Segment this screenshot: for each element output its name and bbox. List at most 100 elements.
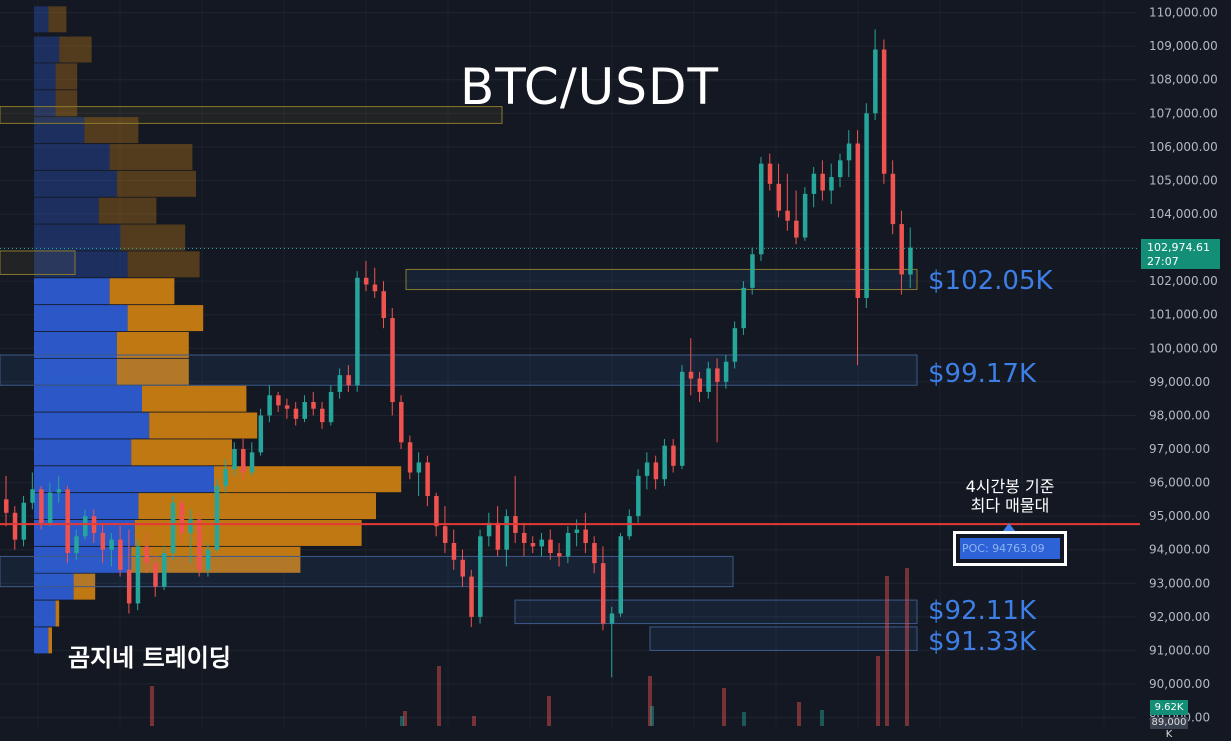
volume-profile-buy [34,331,117,358]
candle-body [837,160,843,178]
volume-profile-buy [34,197,99,224]
candle-body [126,569,132,604]
candle-body [170,502,176,554]
candle-body [241,449,246,473]
candle-body [12,512,18,540]
y-tick-label: 102,000.00 [1149,274,1218,288]
volume-profile-sell [55,600,60,627]
candle-body [592,543,597,564]
candle-body [530,543,536,547]
volume-profile-sell [138,493,376,520]
y-tick-label: 110,000.00 [1149,6,1218,20]
volume-bar [472,716,476,726]
candle-body [320,408,325,423]
candle-body [829,177,834,191]
candle-body [881,49,887,174]
candle-body [442,526,448,544]
y-tick-label: 104,000.00 [1149,207,1218,221]
poc-annotation: 4시간봉 기준 최다 매물대 [940,477,1080,515]
candle-body [390,318,395,403]
price-zone-box [649,626,918,651]
candle-body [74,536,79,554]
candle-body [188,519,193,533]
candle-body [706,368,711,392]
candle-body [758,163,764,255]
candle-body [451,543,457,560]
level-label-102k: $102.05K [928,266,1053,296]
candle-body [548,539,553,554]
candle-body [539,539,545,547]
candle-body [100,532,106,550]
candle-body [671,445,676,466]
candle-body [425,462,430,497]
candle-body [609,613,615,624]
candle-body [776,183,782,211]
volume-bar [742,712,746,726]
candle-body [381,291,386,319]
chart-title: BTC/USDT [460,58,720,116]
volume-bar [150,686,154,726]
volume-axis-tag: 89,000 K [1150,717,1188,740]
candle-body [750,254,755,288]
y-tick-label: 101,000.00 [1149,308,1218,322]
candle-body [627,516,632,537]
candle-body [39,489,44,523]
candle-body [864,113,869,298]
y-tick-label: 105,000.00 [1149,173,1218,187]
volume-profile-buy [34,600,56,627]
candle-body [460,559,465,577]
volume-profile-sell [48,627,52,654]
volume-profile-sell [48,6,67,33]
volume-profile-sell [142,385,247,412]
poc-label-box: POC: 94763.09 [953,531,1067,566]
candle-body [363,277,369,285]
candle-body [653,462,659,480]
candle-body [284,405,290,409]
candle-body [846,143,852,161]
poc-annotation-line1: 4시간봉 기준 [965,477,1055,496]
volume-profile-buy [34,412,150,439]
candle-body [688,371,694,379]
candle-body [232,449,237,470]
volume-profile-buy [34,466,214,493]
candle-body [521,532,527,544]
volume-profile-sell [84,117,139,144]
volume-bar [650,706,654,726]
volume-bar [820,710,824,726]
volume-tag: 9.62K [1150,700,1188,715]
candle-body [600,563,606,624]
y-tick-label: 94,000.00 [1149,543,1210,557]
volume-profile-sell [127,251,200,278]
price-zone-box [514,599,918,625]
candlestick-chart[interactable]: 110,000.00 109,000.00 108,000.00 107,000.00… [0,0,1231,726]
poc-annotation-line2: 최다 매물대 [970,496,1050,515]
candle-body [899,224,904,275]
candle-body [109,539,114,550]
candle-body [583,529,588,544]
candle-body [557,553,562,557]
volume-profile-sell [98,197,157,224]
candle-body [144,546,149,564]
volume-bar [885,576,889,726]
candle-body [293,408,299,419]
candle-body [30,489,35,503]
candle-body [785,210,790,221]
candle-body [504,516,509,550]
candle-body [249,452,255,473]
current-price-value: 102,974.61 [1147,241,1210,254]
y-tick-label: 99,000.00 [1149,375,1210,389]
y-tick-label: 90,000.00 [1149,677,1210,691]
candle-body [153,563,158,587]
candle-body [662,445,667,480]
candle-body [267,395,272,416]
candle-body [715,368,720,382]
y-tick-label: 96,000.00 [1149,476,1210,490]
candle-body [197,519,202,570]
y-tick-label: 100,000.00 [1149,341,1218,355]
volume-profile-buy [34,63,56,90]
candle-body [574,529,580,533]
candle-body [276,395,281,406]
candle-body [820,173,825,191]
volume-bar [797,702,801,726]
